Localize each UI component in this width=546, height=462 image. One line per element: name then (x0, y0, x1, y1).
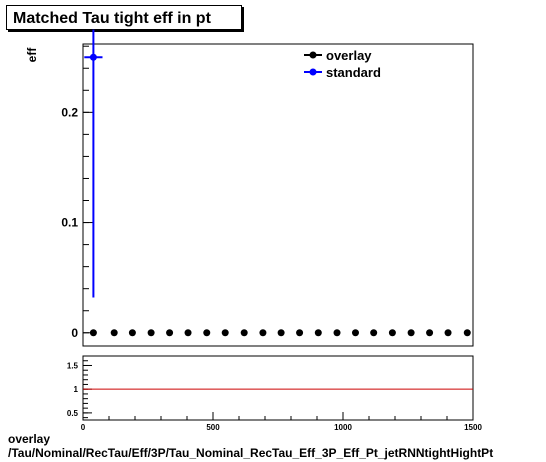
overlay-point (351, 329, 359, 337)
legend-standard-marker (309, 68, 317, 76)
legend-standard-label: standard (326, 65, 381, 80)
legend: overlay standard (304, 48, 381, 80)
standard-point (89, 53, 97, 61)
overlay-point (370, 329, 378, 337)
overlay-point (314, 329, 322, 337)
footer-path: /Tau/Nominal/RecTau/Eff/3P/Tau_Nominal_R… (8, 446, 494, 460)
ratio-y-tick-label: 1.5 (67, 361, 79, 370)
x-tick-label: 1500 (464, 423, 482, 432)
overlay-point (277, 329, 285, 337)
overlay-point (407, 329, 415, 337)
footer-label: overlay (8, 432, 51, 446)
overlay-point (128, 329, 136, 337)
y-tick-label: 0 (71, 326, 78, 340)
main-plot-marks (84, 29, 471, 337)
overlay-point (388, 329, 396, 337)
overlay-point (203, 329, 211, 337)
ratio-y-tick-label: 1 (74, 385, 79, 394)
overlay-point (444, 329, 452, 337)
x-tick-label: 500 (206, 423, 220, 432)
ratio-plot-frame (82, 355, 474, 421)
overlay-point (463, 329, 471, 337)
overlay-point (184, 329, 192, 337)
x-tick-label: 1000 (334, 423, 352, 432)
y-tick-label: 0.1 (61, 216, 78, 230)
overlay-point (333, 329, 341, 337)
x-tick-label: 0 (81, 423, 86, 432)
legend-overlay-label: overlay (326, 48, 372, 63)
overlay-point (110, 329, 118, 337)
overlay-point (221, 329, 229, 337)
y-tick-label: 0.2 (61, 105, 78, 119)
overlay-point (259, 329, 267, 337)
overlay-point (147, 329, 155, 337)
main-y-axis: 0 0.1 0.2 (61, 45, 94, 340)
overlay-point (89, 329, 97, 337)
main-plot-frame (82, 43, 474, 347)
overlay-point (166, 329, 174, 337)
ratio-x-axis: 0 500 1000 1500 (81, 412, 482, 432)
y-axis-label: eff (25, 47, 39, 63)
overlay-point (296, 329, 304, 337)
chart-title: Matched Tau tight eff in pt (6, 5, 242, 30)
overlay-point (240, 329, 248, 337)
ratio-y-tick-label: 0.5 (67, 409, 79, 418)
overlay-point (426, 329, 434, 337)
legend-overlay-marker (309, 51, 317, 59)
